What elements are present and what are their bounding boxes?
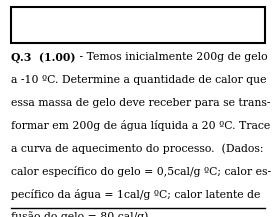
Text: pecífico da água = 1cal/g ºC; calor latente de: pecífico da água = 1cal/g ºC; calor late…: [11, 189, 261, 200]
Bar: [11, 7, 265, 43]
Text: calor específico do gelo = 0,5cal/g ºC; calor es-: calor específico do gelo = 0,5cal/g ºC; …: [11, 166, 271, 177]
Text: a curva de aquecimento do processo.  (Dados:: a curva de aquecimento do processo. (Dad…: [11, 143, 264, 154]
Text: Q.3  (1.00): Q.3 (1.00): [11, 52, 76, 63]
Text: fusão do gelo = 80 cal/g).: fusão do gelo = 80 cal/g).: [11, 212, 152, 217]
Text: formar em 200g de água líquida a 20 ºC. Trace: formar em 200g de água líquida a 20 ºC. …: [11, 120, 270, 132]
Text: a -10 ºC. Determine a quantidade de calor que: a -10 ºC. Determine a quantidade de calo…: [11, 75, 267, 85]
Text: - Temos inicialmente 200g de gelo: - Temos inicialmente 200g de gelo: [76, 52, 267, 62]
Text: essa massa de gelo deve receber para se trans-: essa massa de gelo deve receber para se …: [11, 98, 270, 108]
